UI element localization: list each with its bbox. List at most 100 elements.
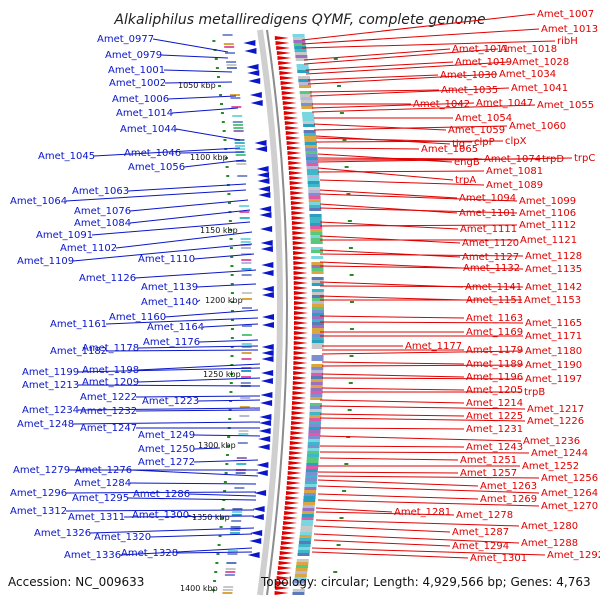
gene-arrow-forward <box>289 441 304 445</box>
gene-arrow-forward <box>283 106 298 110</box>
gene-arrow-forward <box>285 501 300 505</box>
category-block <box>306 460 319 463</box>
left-leader-line <box>65 189 247 202</box>
category-block <box>234 487 245 489</box>
category-block <box>311 280 324 283</box>
right-leader-line <box>305 61 511 75</box>
right-leader-line <box>317 499 540 507</box>
right-leader-line <box>317 147 420 150</box>
gene-arrow-forward <box>280 81 295 85</box>
gene-arrow-forward <box>280 546 295 550</box>
category-block <box>309 211 322 214</box>
right-gene-label: Amet_1030 <box>440 70 497 81</box>
category-block <box>303 127 316 130</box>
right-gene-label: Amet_1028 <box>512 57 569 68</box>
left-gene-label: Amet_1182 <box>50 346 107 357</box>
left-gene-label: Amet_1222 <box>80 392 137 403</box>
right-leader-line <box>303 48 499 65</box>
ring-tick <box>212 40 216 42</box>
category-block <box>309 403 322 406</box>
gene-arrow-reverse <box>249 538 262 544</box>
left-gene-label: Amet_1002 <box>109 78 166 89</box>
ring-tick <box>216 553 220 555</box>
left-gene-label: Amet_1312 <box>10 506 67 517</box>
left-gene-label: Amet_0977 <box>97 34 154 45</box>
gene-arrow-forward <box>289 186 304 190</box>
right-gene-label: Amet_1074 <box>484 154 541 165</box>
gene-arrow-forward <box>285 496 300 500</box>
gene-arrow-forward <box>288 456 303 460</box>
gene-arrow-forward <box>293 306 308 310</box>
ring-tick <box>230 274 234 276</box>
right-leader-line <box>301 40 556 49</box>
gene-arrow-reverse <box>247 552 260 558</box>
right-gene-label: Amet_1054 <box>455 113 512 124</box>
left-gene-label: Amet_1110 <box>138 254 195 265</box>
gene-arrow-forward <box>281 91 296 95</box>
category-block <box>304 136 317 139</box>
category-block <box>241 268 252 270</box>
category-block <box>310 232 323 235</box>
ring-tick <box>230 301 234 303</box>
right-gene-label: trpD <box>542 154 564 165</box>
right-leader-line <box>319 193 518 202</box>
right-gene-label: Amet_1055 <box>537 100 594 111</box>
ring-tick <box>230 256 234 258</box>
category-block <box>311 316 324 319</box>
gene-arrow-reverse <box>249 92 262 98</box>
gene-arrow-reverse <box>257 178 270 184</box>
right-gene-label: Amet_1019 <box>455 57 512 68</box>
kbp-marker: 1150 kbp <box>200 226 238 235</box>
category-block <box>241 352 252 354</box>
right-leader-line <box>319 457 459 461</box>
category-block <box>308 433 321 436</box>
category-block <box>233 124 244 126</box>
category-block <box>292 589 305 592</box>
right-gene-label: Amet_1060 <box>509 121 566 132</box>
category-block <box>310 385 323 388</box>
category-block <box>292 34 305 37</box>
ring-tick <box>347 409 352 411</box>
ring-tick <box>224 157 228 159</box>
gene-arrow-forward <box>287 471 302 475</box>
category-block <box>301 514 314 517</box>
ring-tick <box>221 121 225 123</box>
kbp-marker: 1200 kbp <box>205 296 243 305</box>
category-block <box>229 532 240 534</box>
right-gene-label: Amet_1257 <box>460 468 517 479</box>
ring-tick <box>230 283 234 285</box>
category-block <box>297 70 310 73</box>
ring-tick <box>220 517 224 519</box>
category-block <box>306 160 319 163</box>
right-gene-label: Amet_1171 <box>525 331 582 342</box>
category-block <box>309 220 322 223</box>
gene-arrow-forward <box>293 316 308 320</box>
gene-arrow-reverse <box>247 70 260 76</box>
right-gene-label: Amet_1101 <box>459 208 516 219</box>
left-gene-label: Amet_1284 <box>74 478 131 489</box>
category-block <box>296 559 309 562</box>
right-leader-line <box>301 28 540 45</box>
ring-tick <box>228 220 232 222</box>
left-leader-line <box>77 407 261 411</box>
category-block <box>304 142 317 145</box>
ring-tick <box>215 67 219 69</box>
gene-arrow-reverse <box>258 436 271 442</box>
gene-arrow-reverse <box>260 240 273 246</box>
category-block <box>311 289 324 292</box>
category-block <box>311 328 324 331</box>
category-block <box>298 541 311 544</box>
gene-arrow-reverse <box>258 192 271 198</box>
left-gene-label: Amet_1046 <box>124 148 181 159</box>
gene-arrow-reverse <box>250 530 263 536</box>
right-gene-label: trpC <box>574 153 595 164</box>
reverse-strand-genes <box>243 40 274 558</box>
category-block <box>222 592 233 594</box>
ring-tick <box>230 373 234 375</box>
gene-arrow-reverse <box>261 286 274 292</box>
category-block <box>241 292 252 294</box>
gene-arrow-forward <box>292 236 307 240</box>
left-leader-line <box>149 533 253 538</box>
gene-arrow-reverse <box>261 314 274 320</box>
